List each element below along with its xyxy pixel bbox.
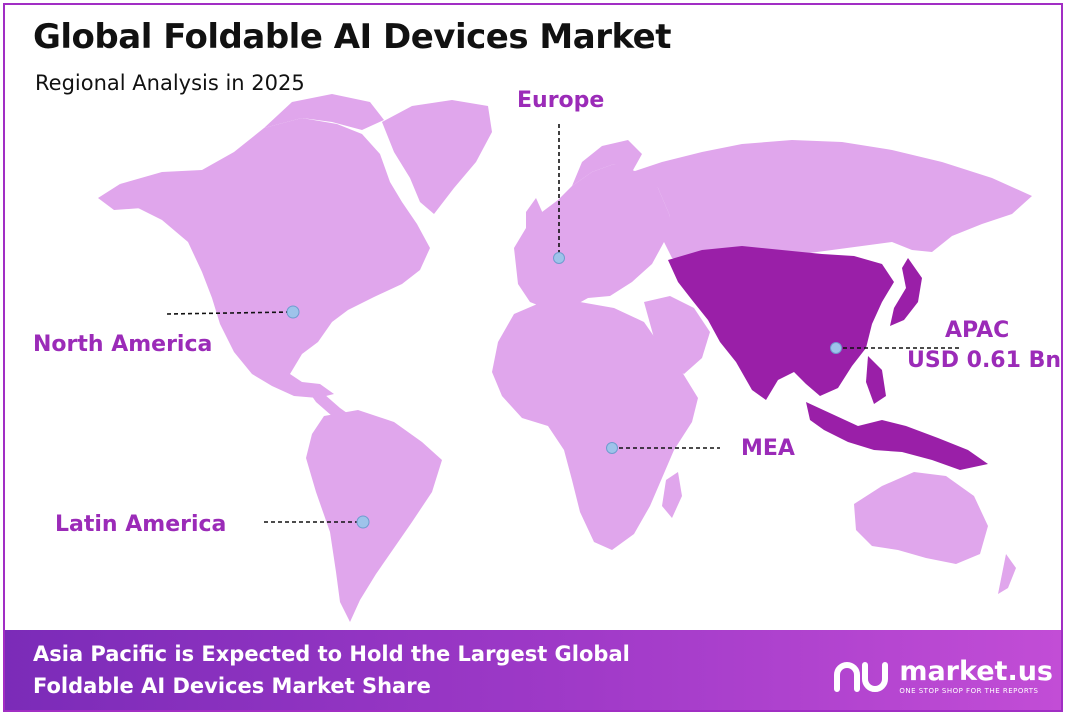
north-america-leader-line (166, 311, 294, 315)
alaska-landmass (98, 184, 142, 210)
region-label-north-america: North America (33, 332, 213, 357)
world-map (98, 94, 1032, 622)
russia-landmass (632, 140, 1032, 264)
market-us-logo-icon (834, 661, 889, 692)
north-america-marker (286, 305, 300, 319)
footer-statement: Asia Pacific is Expected to Hold the Lar… (33, 638, 753, 702)
madagascar-landmass (662, 472, 682, 518)
footer-banner: Asia Pacific is Expected to Hold the Lar… (5, 630, 1061, 710)
brand-logo: market.us ONE STOP SHOP FOR THE REPORTS (833, 658, 1053, 695)
footer-line-2: Foldable AI Devices Market Share (33, 674, 431, 698)
region-label-mea: MEA (741, 436, 795, 461)
infographic-frame: Global Foldable AI Devices Market Region… (3, 3, 1063, 712)
apac-highlight-region (668, 246, 894, 400)
south-america-landmass (306, 410, 442, 622)
japan-landmass (890, 258, 922, 326)
north-america-landmass (120, 118, 430, 398)
scandinavia-landmass (572, 140, 642, 186)
brand-name: market.us (899, 656, 1053, 687)
southeast-asia-islands (806, 402, 988, 470)
mea-marker (606, 442, 618, 454)
africa-landmass (492, 302, 698, 550)
new-zealand-landmass (998, 554, 1016, 594)
europe-marker (553, 252, 565, 264)
philippines-landmass (866, 356, 886, 404)
latin-america-marker (356, 515, 370, 529)
apac-market-value: USD 0.61 Bn (907, 348, 1061, 373)
canada-islands (264, 94, 384, 130)
region-label-europe: Europe (517, 88, 605, 113)
region-label-apac: APAC (945, 318, 1010, 343)
uk-landmass (526, 198, 544, 234)
apac-marker (830, 342, 842, 354)
australia-landmass (854, 472, 988, 564)
europe-landmass (514, 164, 670, 310)
greenland-landmass (382, 100, 492, 214)
footer-line-1: Asia Pacific is Expected to Hold the Lar… (33, 642, 630, 666)
region-label-latin-america: Latin America (55, 512, 227, 537)
infographic-title: Global Foldable AI Devices Market (33, 17, 671, 57)
brand-tagline: ONE STOP SHOP FOR THE REPORTS (899, 687, 1039, 695)
middle-east-landmass (644, 296, 710, 374)
infographic-subtitle: Regional Analysis in 2025 (35, 71, 305, 95)
